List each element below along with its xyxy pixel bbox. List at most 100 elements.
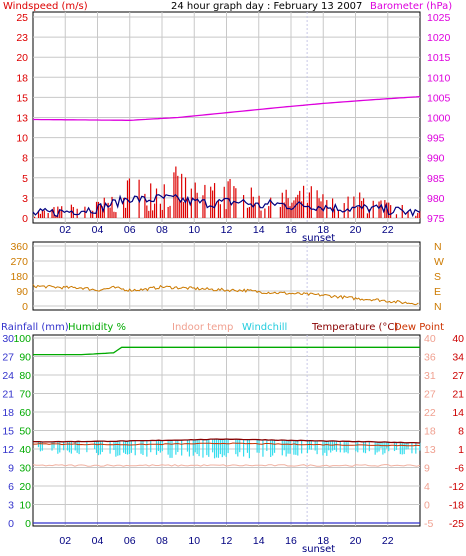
- barometer-tick-995: 995: [427, 133, 445, 145]
- humidity-tick-8: 80: [19, 370, 31, 382]
- x-tick-1-10: 10: [188, 224, 200, 236]
- x-tick-1-16: 16: [285, 224, 297, 236]
- indoor-tick-10: 40: [424, 333, 436, 345]
- legend-indoor: Indoor temp: [172, 322, 233, 333]
- temperature-tick-4: 1: [458, 444, 464, 456]
- temperature-tick-9: 34: [452, 352, 464, 364]
- rainfall-tick-4: 12: [2, 444, 14, 456]
- barometer-line: [33, 95, 421, 121]
- windspeed-tick-3: 3: [22, 193, 28, 205]
- x-tick-3-08: 08: [156, 535, 168, 547]
- x-tick-1-04: 04: [92, 224, 104, 236]
- x-tick-3-20: 20: [350, 535, 362, 547]
- indoor-tick-8: 31: [424, 370, 436, 382]
- sunset-label-1: sunset: [302, 233, 335, 244]
- panel-2-grid: [33, 242, 420, 310]
- indoor-tick-7: 27: [424, 389, 436, 401]
- windspeed-axis-label: Windspeed (m/s): [3, 1, 88, 12]
- x-tick-1-02: 02: [59, 224, 71, 236]
- humidity-tick-3: 30: [19, 463, 31, 475]
- x-tick-1-18: 18: [317, 224, 329, 236]
- temperature-tick-1: -18: [449, 500, 464, 512]
- panel-1-ticks: 0358101315182023259759809859909951000100…: [16, 12, 450, 236]
- temp-humidity-panel: 0 0 -5 -253 10 0 -186 20 4 -129 30 9 -612 40 13 115 50 18…: [1, 322, 464, 555]
- windspeed-tick-5: 5: [22, 173, 28, 185]
- x-tick-3-22: 22: [382, 535, 394, 547]
- x-tick-1-20: 20: [350, 224, 362, 236]
- temperature-tick-8: 27: [452, 370, 464, 382]
- humidity-tick-4: 40: [19, 444, 31, 456]
- humidity-line: [33, 346, 420, 356]
- rainfall-tick-8: 24: [2, 370, 14, 382]
- x-tick-1-06: 06: [124, 224, 136, 236]
- humidity-tick-6: 60: [19, 407, 31, 419]
- temperature-line: [32, 438, 421, 444]
- chart-title: 24 hour graph day : February 13 2007: [171, 1, 362, 12]
- barometer-tick-1025: 1025: [427, 12, 451, 24]
- rainfall-tick-5: 15: [2, 426, 14, 438]
- panel-1-series: [32, 95, 421, 218]
- temperature-tick-2: -12: [449, 481, 464, 493]
- rainfall-tick-1: 3: [8, 500, 14, 512]
- rainfall-tick-2: 6: [8, 481, 14, 493]
- indoor-tick-5: 18: [424, 426, 436, 438]
- windspeed-tick-10: 10: [16, 133, 28, 145]
- wind-baro-panel: 0358101315182023259759809859909951000100…: [3, 1, 452, 244]
- indoor-tick-0: -5: [424, 518, 433, 530]
- windspeed-tick-20: 20: [16, 52, 28, 64]
- windspeed-tick-18: 18: [16, 72, 28, 84]
- rainfall-tick-7: 21: [2, 389, 14, 401]
- humidity-tick-9: 90: [19, 352, 31, 364]
- x-tick-3-06: 06: [124, 535, 136, 547]
- x-tick-3-10: 10: [188, 535, 200, 547]
- indoor-tick-1: 0: [424, 500, 430, 512]
- direction-tick-90: 90: [16, 286, 28, 298]
- direction-tick-360: 360: [10, 241, 28, 253]
- indoor-tick-2: 4: [424, 481, 430, 493]
- x-tick-3-12: 12: [221, 535, 233, 547]
- direction-tick-180: 180: [10, 271, 28, 283]
- compass-tick-W-3: W: [434, 256, 444, 268]
- rainfall-tick-6: 18: [2, 407, 14, 419]
- indoor-tick-6: 22: [424, 407, 436, 419]
- compass-tick-E-1: E: [434, 286, 441, 298]
- humidity-tick-7: 70: [19, 389, 31, 401]
- compass-tick-N-0: N: [434, 301, 442, 313]
- windspeed-tick-25: 25: [16, 12, 28, 24]
- temperature-tick-0: -25: [449, 518, 464, 530]
- indoor-temp-line: [32, 464, 421, 467]
- indoor-tick-9: 36: [424, 352, 436, 364]
- barometer-axis-label: Barometer (hPa): [370, 1, 452, 12]
- legend-windchill: Windchill: [242, 322, 287, 333]
- barometer-tick-1020: 1020: [427, 32, 451, 44]
- compass-tick-N-4: N: [434, 241, 442, 253]
- rainfall-tick-10: 30: [2, 333, 14, 345]
- panel-3-ticks: 0 0 -5 -253 10 0 -186 20 4 -129 30 9 -612 40 13 115 50 18…: [2, 333, 464, 547]
- rainfall-tick-9: 27: [2, 352, 14, 364]
- humidity-tick-10: 100: [13, 333, 31, 345]
- humidity-tick-0: 0: [25, 518, 31, 530]
- temperature-tick-6: 14: [452, 407, 464, 419]
- dewpoint-line: [33, 442, 421, 447]
- x-tick-3-02: 02: [59, 535, 71, 547]
- rainfall-tick-3: 9: [8, 463, 14, 475]
- windspeed-tick-23: 23: [16, 32, 28, 44]
- barometer-tick-985: 985: [427, 173, 445, 185]
- humidity-tick-5: 50: [19, 426, 31, 438]
- barometer-tick-1010: 1010: [427, 72, 451, 84]
- wind-direction-line: [32, 284, 419, 306]
- legend-humidity: Humidity %: [68, 322, 126, 333]
- windspeed-tick-8: 8: [22, 153, 28, 165]
- x-tick-1-14: 14: [253, 224, 265, 236]
- x-tick-3-14: 14: [253, 535, 265, 547]
- windspeed-tick-15: 15: [16, 92, 28, 104]
- direction-tick-0: 0: [22, 301, 28, 313]
- direction-tick-270: 270: [10, 256, 28, 268]
- indoor-tick-3: 9: [424, 463, 430, 475]
- humidity-tick-1: 10: [19, 500, 31, 512]
- sunset-label-3: sunset: [302, 544, 335, 555]
- barometer-tick-1015: 1015: [427, 52, 451, 64]
- legend-temperature: Temperature (°C): [311, 322, 398, 333]
